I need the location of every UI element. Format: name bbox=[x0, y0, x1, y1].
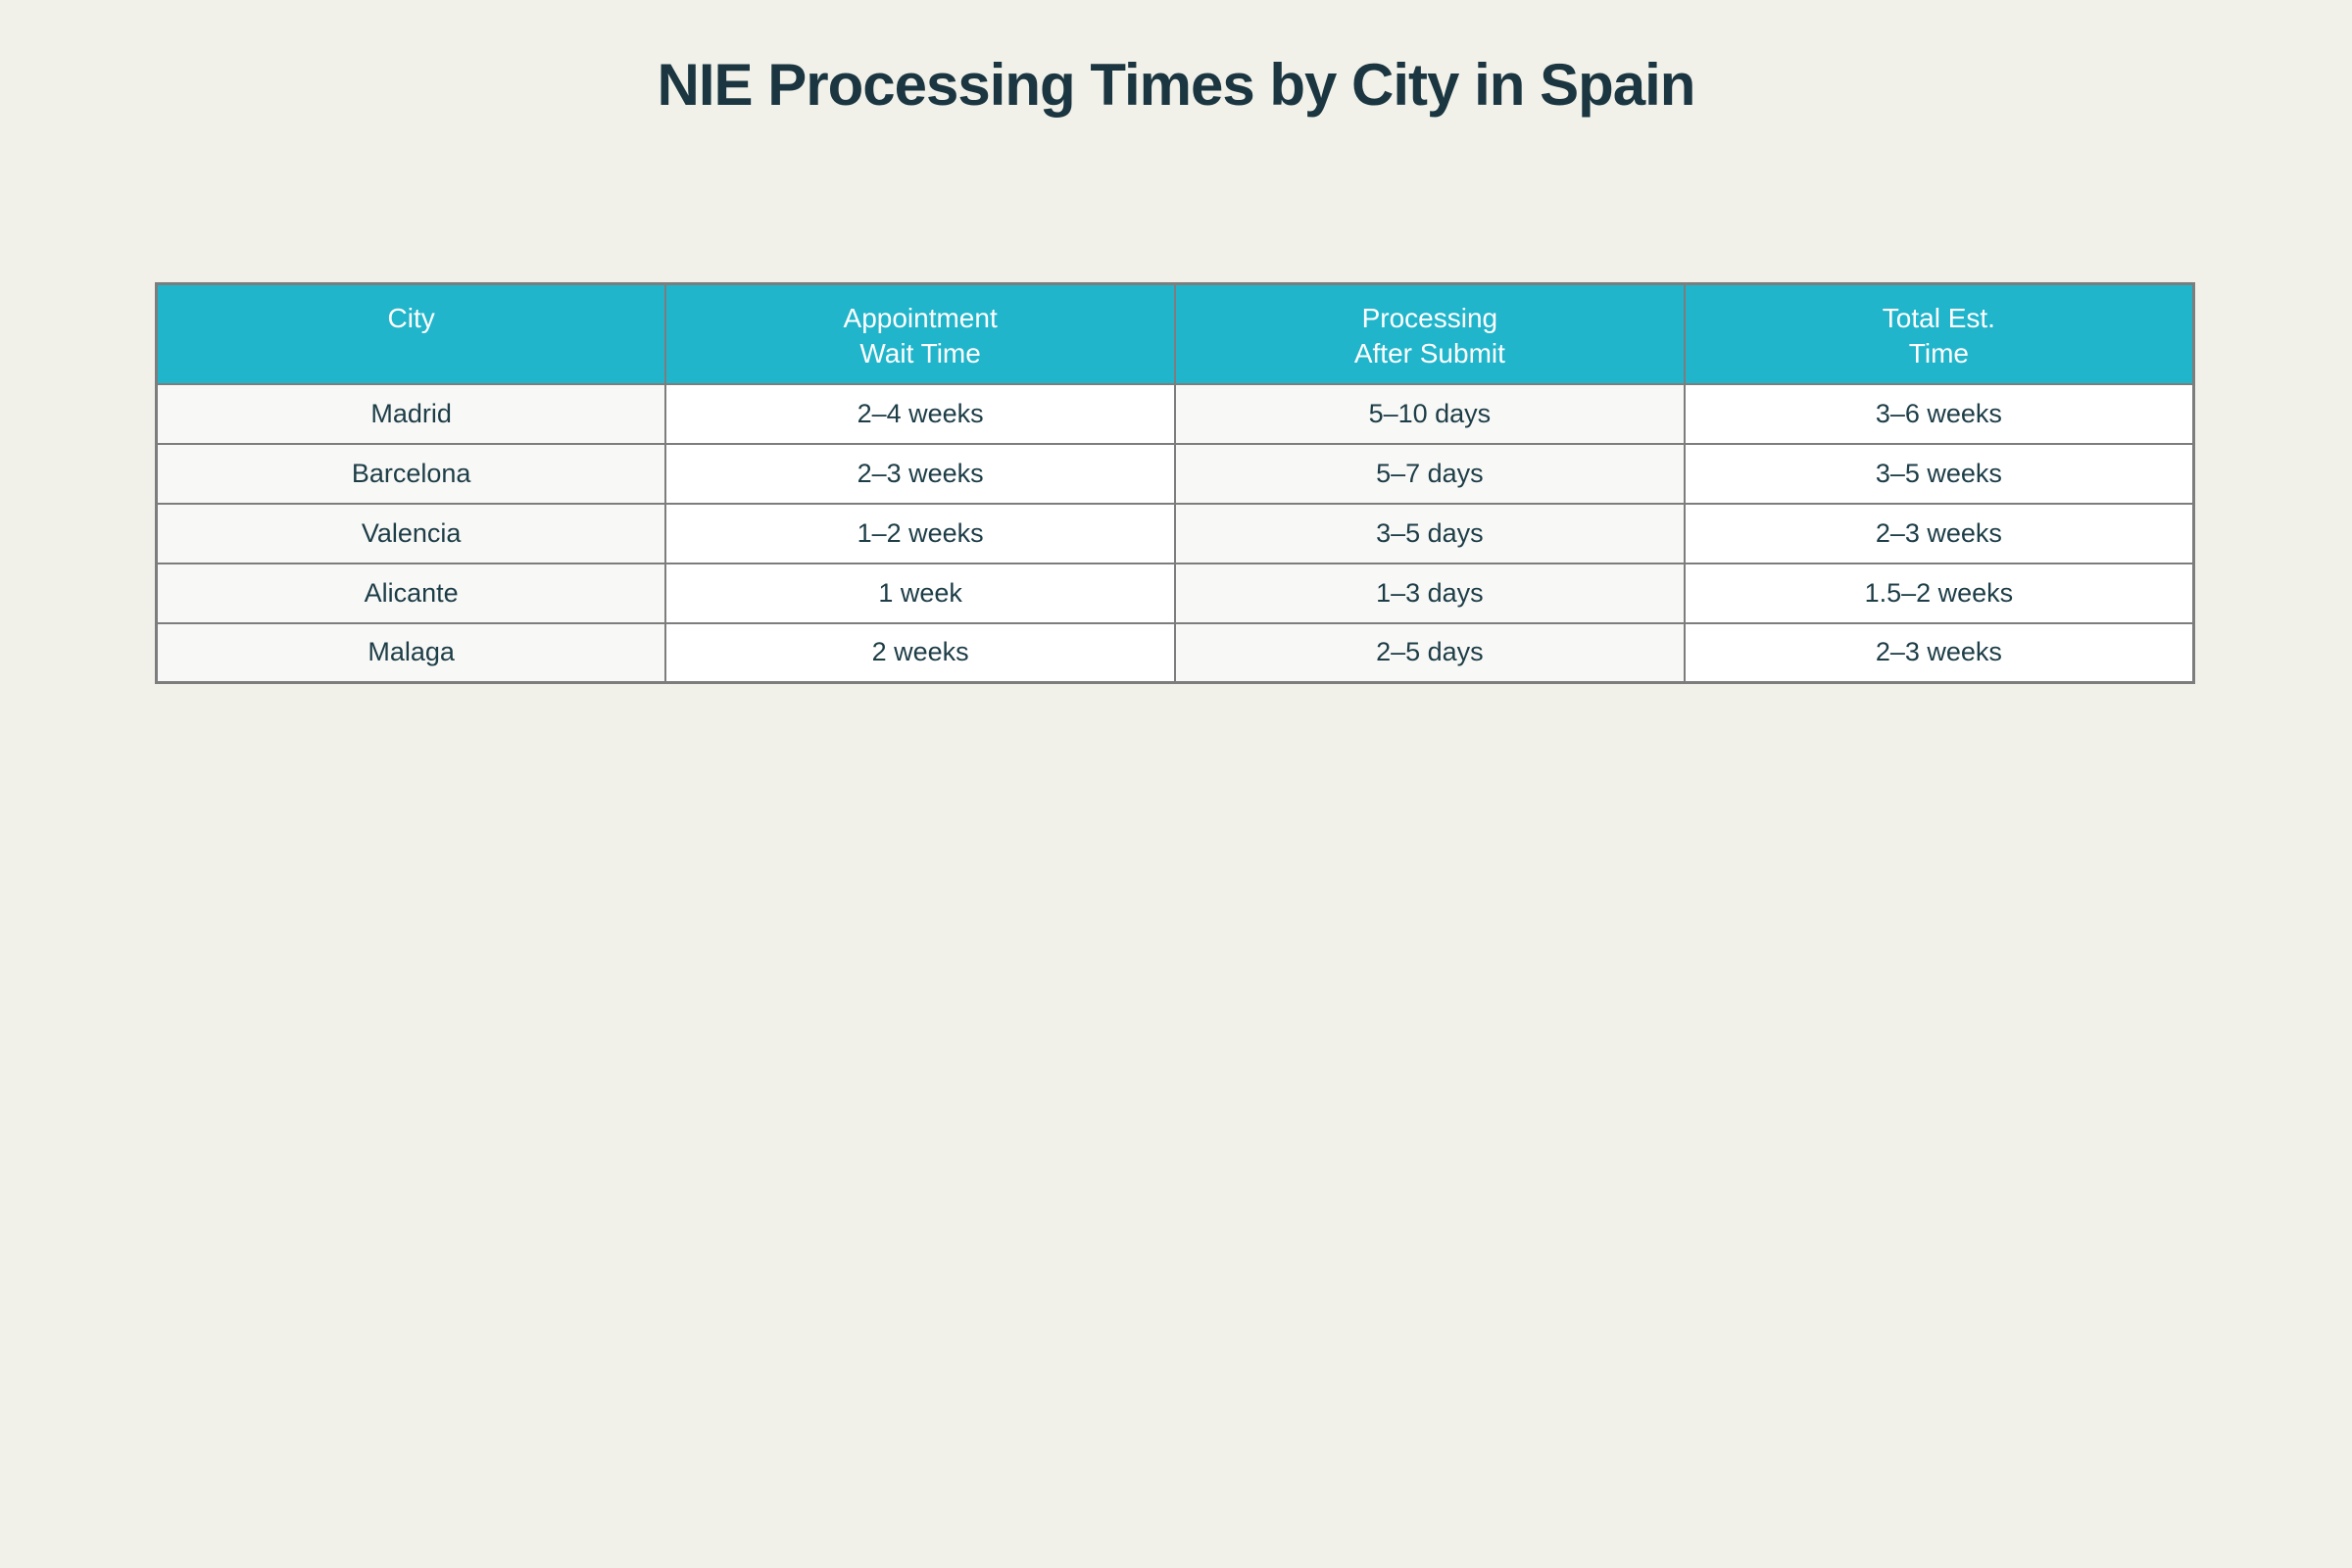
cell-total-est-time: 2–3 weeks bbox=[1683, 621, 2195, 684]
cell-total-est-time: 3–5 weeks bbox=[1683, 442, 2195, 505]
column-header-processing-line2: After Submit bbox=[1353, 338, 1505, 368]
column-header-city: City bbox=[155, 282, 667, 385]
cell-city: Valencia bbox=[155, 502, 667, 564]
column-header-city-line1: City bbox=[387, 303, 435, 333]
column-header-appointment-wait: Appointment Wait Time bbox=[664, 282, 1176, 385]
column-header-total-line2: Time bbox=[1908, 338, 1969, 368]
cell-processing-after-submit: 5–10 days bbox=[1174, 382, 1686, 445]
cell-city: Malaga bbox=[155, 621, 667, 684]
cell-appointment-wait: 2–4 weeks bbox=[664, 382, 1176, 445]
column-header-appointment-line1: Appointment bbox=[843, 303, 998, 333]
cell-processing-after-submit: 5–7 days bbox=[1174, 442, 1686, 505]
table-row-madrid: Madrid 2–4 weeks 5–10 days 3–6 weeks bbox=[155, 382, 2195, 445]
nie-processing-times-table: City Appointment Wait Time Processing Af… bbox=[155, 282, 2195, 684]
cell-total-est-time: 1.5–2 weeks bbox=[1683, 562, 2195, 624]
table-body: Madrid 2–4 weeks 5–10 days 3–6 weeks Bar… bbox=[155, 382, 2195, 684]
cell-city: Madrid bbox=[155, 382, 667, 445]
cell-total-est-time: 3–6 weeks bbox=[1683, 382, 2195, 445]
cell-appointment-wait: 2–3 weeks bbox=[664, 442, 1176, 505]
cell-appointment-wait: 1 week bbox=[664, 562, 1176, 624]
page-title: NIE Processing Times by City in Spain bbox=[657, 52, 1696, 118]
table-row-malaga: Malaga 2 weeks 2–5 days 2–3 weeks bbox=[155, 621, 2195, 684]
column-header-total-line1: Total Est. bbox=[1882, 303, 1995, 333]
table-header: City Appointment Wait Time Processing Af… bbox=[155, 282, 2195, 385]
cell-appointment-wait: 1–2 weeks bbox=[664, 502, 1176, 564]
cell-city: Alicante bbox=[155, 562, 667, 624]
cell-processing-after-submit: 3–5 days bbox=[1174, 502, 1686, 564]
column-header-processing-after-submit: Processing After Submit bbox=[1174, 282, 1686, 385]
column-header-total-est-time: Total Est. Time bbox=[1683, 282, 2195, 385]
cell-appointment-wait: 2 weeks bbox=[664, 621, 1176, 684]
column-header-appointment-line2: Wait Time bbox=[859, 338, 981, 368]
column-header-processing-line1: Processing bbox=[1361, 303, 1498, 333]
cell-city: Barcelona bbox=[155, 442, 667, 505]
cell-total-est-time: 2–3 weeks bbox=[1683, 502, 2195, 564]
table-row-alicante: Alicante 1 week 1–3 days 1.5–2 weeks bbox=[155, 562, 2195, 624]
cell-processing-after-submit: 2–5 days bbox=[1174, 621, 1686, 684]
table-row-barcelona: Barcelona 2–3 weeks 5–7 days 3–5 weeks bbox=[155, 442, 2195, 505]
table-header-row: City Appointment Wait Time Processing Af… bbox=[155, 282, 2195, 385]
cell-processing-after-submit: 1–3 days bbox=[1174, 562, 1686, 624]
table-row-valencia: Valencia 1–2 weeks 3–5 days 2–3 weeks bbox=[155, 502, 2195, 564]
